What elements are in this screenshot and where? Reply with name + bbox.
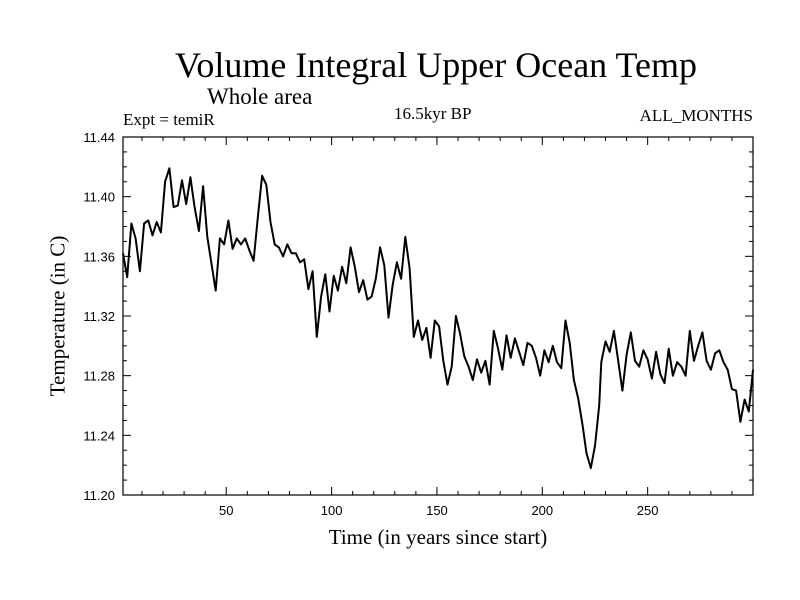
x-tick-label: 200 bbox=[531, 503, 553, 518]
months-label: ALL_MONTHS bbox=[639, 106, 753, 125]
x-tick-label: 50 bbox=[219, 503, 233, 518]
y-tick-label: 11.40 bbox=[83, 190, 115, 205]
plot-frame bbox=[122, 136, 754, 496]
y-tick-label: 11.32 bbox=[83, 309, 115, 324]
x-tick-label: 150 bbox=[426, 503, 448, 518]
x-axis-label: Time (in years since start) bbox=[328, 525, 548, 549]
chart-title: Volume Integral Upper Ocean Temp bbox=[175, 45, 697, 85]
y-tick-label: 11.36 bbox=[83, 249, 115, 264]
y-tick-label: 11.24 bbox=[83, 428, 115, 443]
x-tick-label: 100 bbox=[321, 503, 343, 518]
experiment-label: Expt = temiR bbox=[123, 110, 215, 129]
period-label: 16.5kyr BP bbox=[394, 104, 472, 123]
x-tick-label: 250 bbox=[637, 503, 659, 518]
y-tick-label: 11.20 bbox=[83, 488, 115, 503]
series-line bbox=[122, 167, 754, 470]
y-tick-label: 11.28 bbox=[83, 369, 115, 384]
y-tick-label: 11.44 bbox=[83, 130, 115, 145]
chart-subtitle: Whole area bbox=[207, 84, 313, 109]
